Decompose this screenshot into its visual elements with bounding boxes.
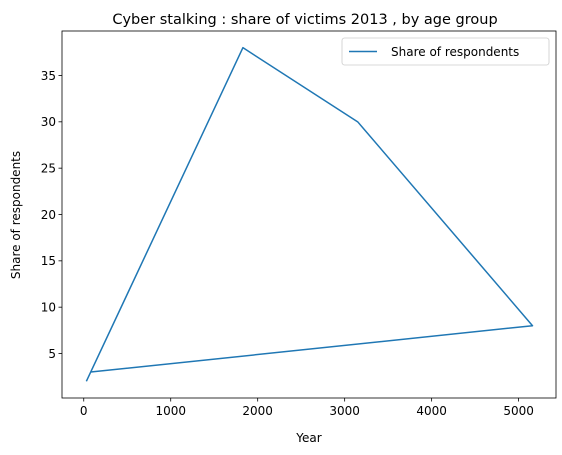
series-layer	[85, 46, 534, 382]
y-axis-label: Share of respondents	[9, 151, 23, 279]
y-tick-label: 35	[41, 69, 56, 83]
x-tick-label: 5000	[503, 404, 534, 418]
x-tick-label: 4000	[416, 404, 447, 418]
x-tick-label: 0	[80, 404, 88, 418]
legend: Share of respondents	[341, 37, 550, 66]
x-axis-label: Year	[295, 431, 321, 445]
chart-title: Cyber stalking : share of victims 2013 ,…	[112, 12, 497, 28]
legend-label: Share of respondents	[391, 45, 519, 59]
series-line	[85, 46, 534, 382]
y-tick-label: 5	[48, 347, 56, 361]
x-tick-label: 1000	[155, 404, 186, 418]
y-tick-label: 15	[41, 254, 56, 268]
plot-area	[61, 30, 557, 399]
y-tick-label: 20	[41, 208, 56, 222]
x-axis: 0 1000 2000 3000 4000 5000	[80, 398, 534, 418]
y-tick-label: 25	[41, 161, 56, 175]
legend-box	[341, 37, 550, 66]
y-tick-label: 10	[41, 300, 56, 314]
y-axis: 5 10 15 20 25 30 35	[41, 69, 62, 361]
x-tick-label: 2000	[242, 404, 273, 418]
x-tick-label: 3000	[329, 404, 360, 418]
y-tick-label: 30	[41, 115, 56, 129]
